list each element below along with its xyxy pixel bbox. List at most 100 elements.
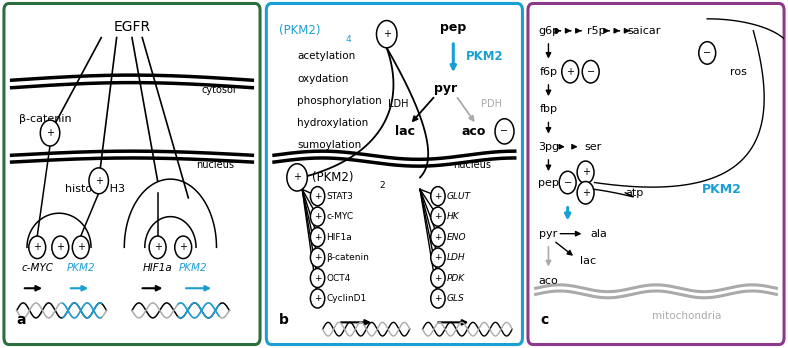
Text: fbp: fbp <box>540 104 557 114</box>
Text: +: + <box>582 167 589 177</box>
Text: pep: pep <box>440 21 466 34</box>
FancyBboxPatch shape <box>266 3 522 345</box>
Text: lac: lac <box>580 256 597 266</box>
Text: +: + <box>293 172 301 182</box>
Text: +: + <box>314 274 322 283</box>
Circle shape <box>175 236 191 259</box>
Circle shape <box>310 207 325 226</box>
Circle shape <box>562 61 578 83</box>
Text: oxydation: oxydation <box>297 73 348 84</box>
Text: 3pg: 3pg <box>538 142 559 152</box>
Circle shape <box>40 120 60 146</box>
Text: −: − <box>703 48 712 58</box>
Circle shape <box>495 119 514 144</box>
Text: LDH: LDH <box>447 253 466 262</box>
Circle shape <box>29 236 46 259</box>
Text: PKM2: PKM2 <box>466 50 504 63</box>
Text: +: + <box>567 67 574 77</box>
Text: +: + <box>179 242 188 252</box>
Text: HIF1a: HIF1a <box>326 232 352 242</box>
Circle shape <box>310 187 325 206</box>
Circle shape <box>431 289 445 308</box>
Circle shape <box>577 161 594 183</box>
Circle shape <box>310 268 325 287</box>
Text: +: + <box>582 188 589 198</box>
Circle shape <box>699 42 716 64</box>
Text: PKM2: PKM2 <box>702 183 742 196</box>
Text: saicar: saicar <box>628 26 661 36</box>
Text: HK: HK <box>447 212 459 221</box>
Text: hydroxylation: hydroxylation <box>297 118 368 128</box>
Text: sumoylation: sumoylation <box>297 140 362 150</box>
Text: c-MYC: c-MYC <box>326 212 354 221</box>
Text: PDH: PDH <box>481 99 503 109</box>
Text: +: + <box>56 242 65 252</box>
Text: b: b <box>279 314 289 327</box>
Text: g6p: g6p <box>538 26 559 36</box>
Text: f6p: f6p <box>540 67 557 77</box>
Text: atp: atp <box>626 188 644 198</box>
Text: acetylation: acetylation <box>297 52 355 61</box>
Circle shape <box>377 21 397 48</box>
Circle shape <box>431 268 445 287</box>
Text: ENO: ENO <box>447 232 466 242</box>
Text: HIF1a: HIF1a <box>143 263 173 273</box>
Text: −: − <box>563 177 572 188</box>
Text: 4: 4 <box>346 35 351 44</box>
Text: PDK: PDK <box>447 274 465 283</box>
Text: +: + <box>154 242 162 252</box>
Circle shape <box>431 207 445 226</box>
FancyBboxPatch shape <box>528 3 784 345</box>
Text: +: + <box>76 242 85 252</box>
Text: STAT3: STAT3 <box>326 192 353 201</box>
Text: cytosol: cytosol <box>201 86 236 95</box>
Circle shape <box>149 236 166 259</box>
Text: EGFR: EGFR <box>113 20 151 34</box>
Text: c-MYC: c-MYC <box>21 263 54 273</box>
Text: lac: lac <box>395 125 414 138</box>
Text: β-catenin: β-catenin <box>19 114 72 125</box>
Text: ros: ros <box>730 67 746 77</box>
Circle shape <box>310 289 325 308</box>
Text: r5p: r5p <box>586 26 605 36</box>
Text: +: + <box>95 176 102 186</box>
Circle shape <box>582 61 599 83</box>
Circle shape <box>310 248 325 267</box>
Text: (PKM2): (PKM2) <box>279 24 321 37</box>
Text: 2: 2 <box>379 181 385 190</box>
Circle shape <box>89 168 109 194</box>
Text: +: + <box>434 192 442 201</box>
Text: +: + <box>314 232 322 242</box>
Text: a: a <box>17 314 26 327</box>
FancyBboxPatch shape <box>4 3 260 345</box>
Text: pep: pep <box>538 177 559 188</box>
Text: ser: ser <box>585 142 602 152</box>
Circle shape <box>72 236 89 259</box>
Text: +: + <box>314 294 322 303</box>
Circle shape <box>577 182 594 204</box>
Text: PKM2: PKM2 <box>179 263 208 273</box>
Text: pyr: pyr <box>434 82 457 95</box>
Text: β-catenin: β-catenin <box>326 253 370 262</box>
Text: +: + <box>383 29 391 39</box>
Text: pyr: pyr <box>539 229 558 239</box>
Text: LDH: LDH <box>388 99 408 109</box>
Circle shape <box>559 171 576 194</box>
Text: aco: aco <box>538 276 559 286</box>
Circle shape <box>287 164 307 191</box>
Text: +: + <box>434 232 442 242</box>
Text: +: + <box>314 253 322 262</box>
Text: OCT4: OCT4 <box>326 274 351 283</box>
Text: nucleus: nucleus <box>196 160 234 171</box>
Text: +: + <box>434 212 442 221</box>
Text: GLUT: GLUT <box>447 192 471 201</box>
Text: aco: aco <box>462 125 486 138</box>
Text: histone H3: histone H3 <box>65 184 125 194</box>
Text: mitochondria: mitochondria <box>652 310 722 321</box>
Text: (PKM2): (PKM2) <box>312 171 354 184</box>
Text: +: + <box>46 128 54 138</box>
Circle shape <box>310 228 325 247</box>
Circle shape <box>431 248 445 267</box>
Text: +: + <box>314 192 322 201</box>
Circle shape <box>431 187 445 206</box>
